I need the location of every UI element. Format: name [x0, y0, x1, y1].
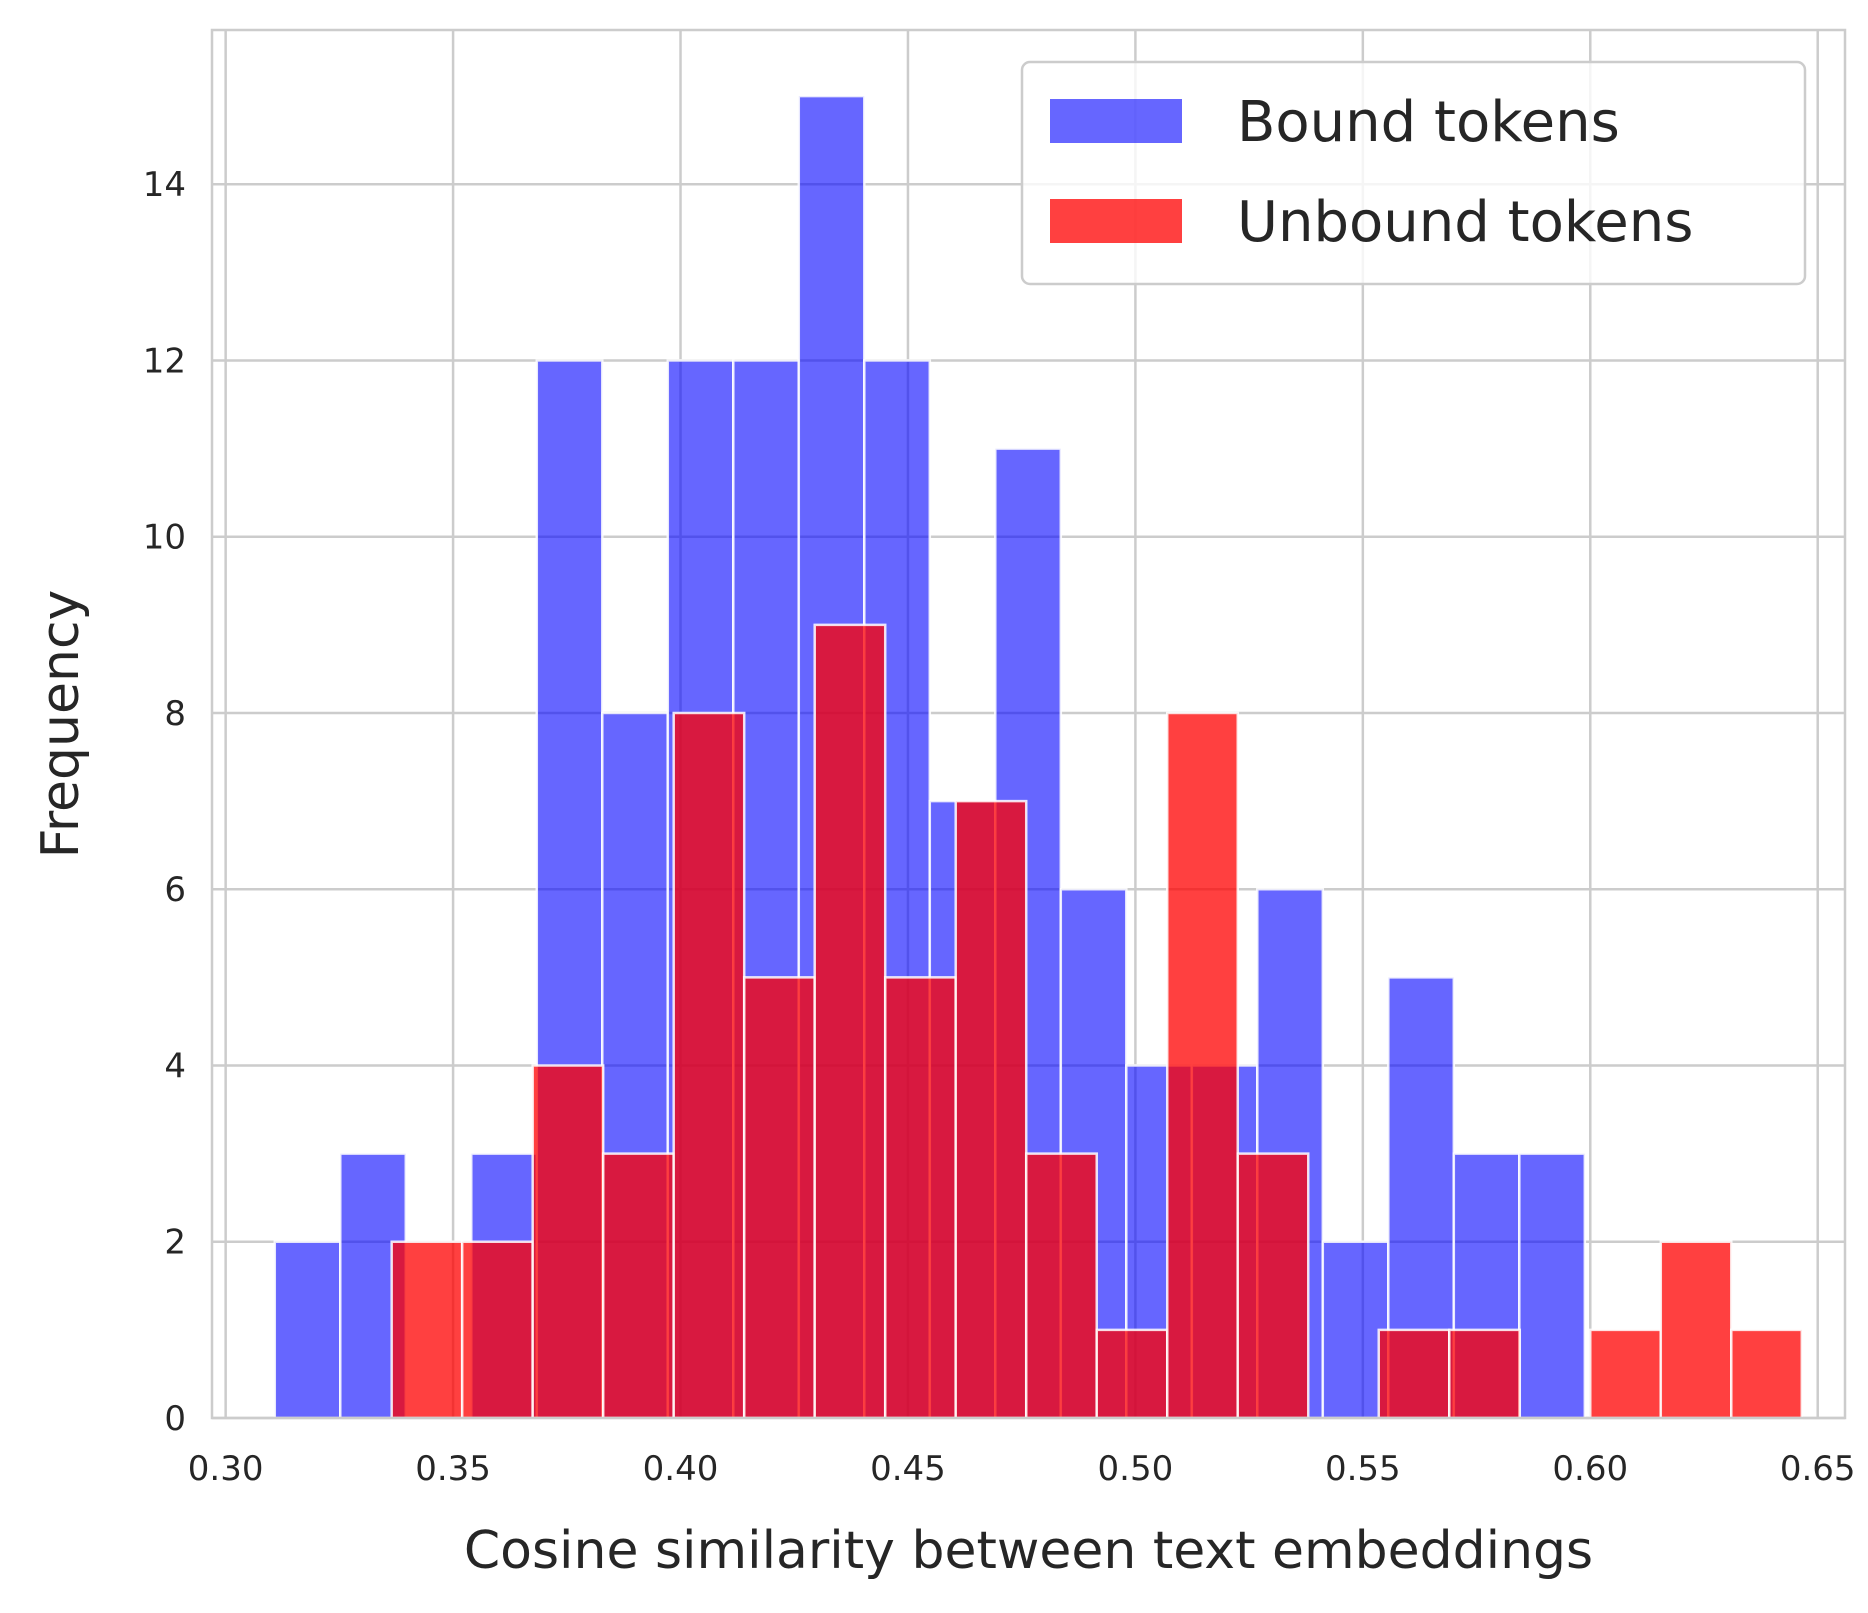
x-tick-label-5: 0.55	[1325, 1449, 1401, 1489]
y-tick-label-6: 12	[143, 341, 186, 381]
bar-unbound-6	[813, 623, 887, 1420]
bar-unbound-1	[460, 1240, 534, 1420]
y-tick-label-2: 4	[164, 1046, 186, 1086]
x-tick-label-2: 0.40	[643, 1449, 719, 1489]
bar-unbound-3	[601, 1152, 675, 1420]
bar-unbound-9	[1024, 1152, 1098, 1420]
y-tick-label-0: 0	[164, 1399, 186, 1439]
bar-unbound-10	[1095, 1328, 1169, 1420]
x-tick-labels: 0.30 0.35 0.40 0.45 0.50 0.55 0.60 0.65	[188, 1449, 1856, 1489]
plot-frame	[210, 28, 1847, 1420]
y-tick-label-3: 6	[164, 870, 186, 910]
bar-unbound-11	[1165, 711, 1239, 1420]
legend-swatch-unbound	[1050, 199, 1182, 243]
legend-box	[1020, 60, 1807, 286]
bar-unbound-19	[1730, 1328, 1804, 1420]
y-tick-label-4: 8	[164, 694, 186, 734]
bar-unbound-4	[672, 711, 746, 1420]
bar-bound-19	[1518, 1152, 1587, 1420]
y-tick-label-5: 10	[143, 518, 186, 558]
x-tick-label-4: 0.50	[1098, 1449, 1174, 1489]
bar-unbound-18	[1659, 1240, 1733, 1420]
x-tick-label-3: 0.45	[870, 1449, 946, 1489]
bar-unbound-15	[1448, 1328, 1522, 1420]
bars	[273, 94, 1804, 1420]
legend-swatch-bound	[1050, 99, 1182, 143]
bar-unbound-17	[1589, 1328, 1663, 1420]
x-tick-label-0: 0.30	[188, 1449, 264, 1489]
x-tick-label-1: 0.35	[415, 1449, 491, 1489]
legend-label-unbound: Unbound tokens	[1237, 190, 1693, 255]
x-tick-label-7: 0.65	[1780, 1449, 1856, 1489]
legend: Bound tokens Unbound tokens	[1020, 60, 1807, 286]
bar-unbound-2	[531, 1064, 605, 1420]
bar-bound-0	[273, 1240, 342, 1420]
y-axis-title: Frequency	[31, 590, 91, 859]
bar-unbound-7	[883, 976, 957, 1420]
bar-unbound-8	[954, 799, 1028, 1420]
bar-unbound-5	[742, 976, 816, 1420]
bar-unbound-12	[1236, 1152, 1310, 1420]
legend-label-bound: Bound tokens	[1237, 90, 1620, 155]
y-tick-label-1: 2	[164, 1223, 186, 1263]
bar-unbound-14	[1377, 1328, 1451, 1420]
bar-unbound-0	[390, 1240, 464, 1420]
y-tick-label-7: 14	[143, 165, 186, 205]
y-tick-labels: 0 2 4 6 8 10 12 14	[143, 165, 186, 1439]
x-tick-label-6: 0.60	[1552, 1449, 1628, 1489]
x-axis-title: Cosine similarity between text embedding…	[464, 1521, 1593, 1581]
